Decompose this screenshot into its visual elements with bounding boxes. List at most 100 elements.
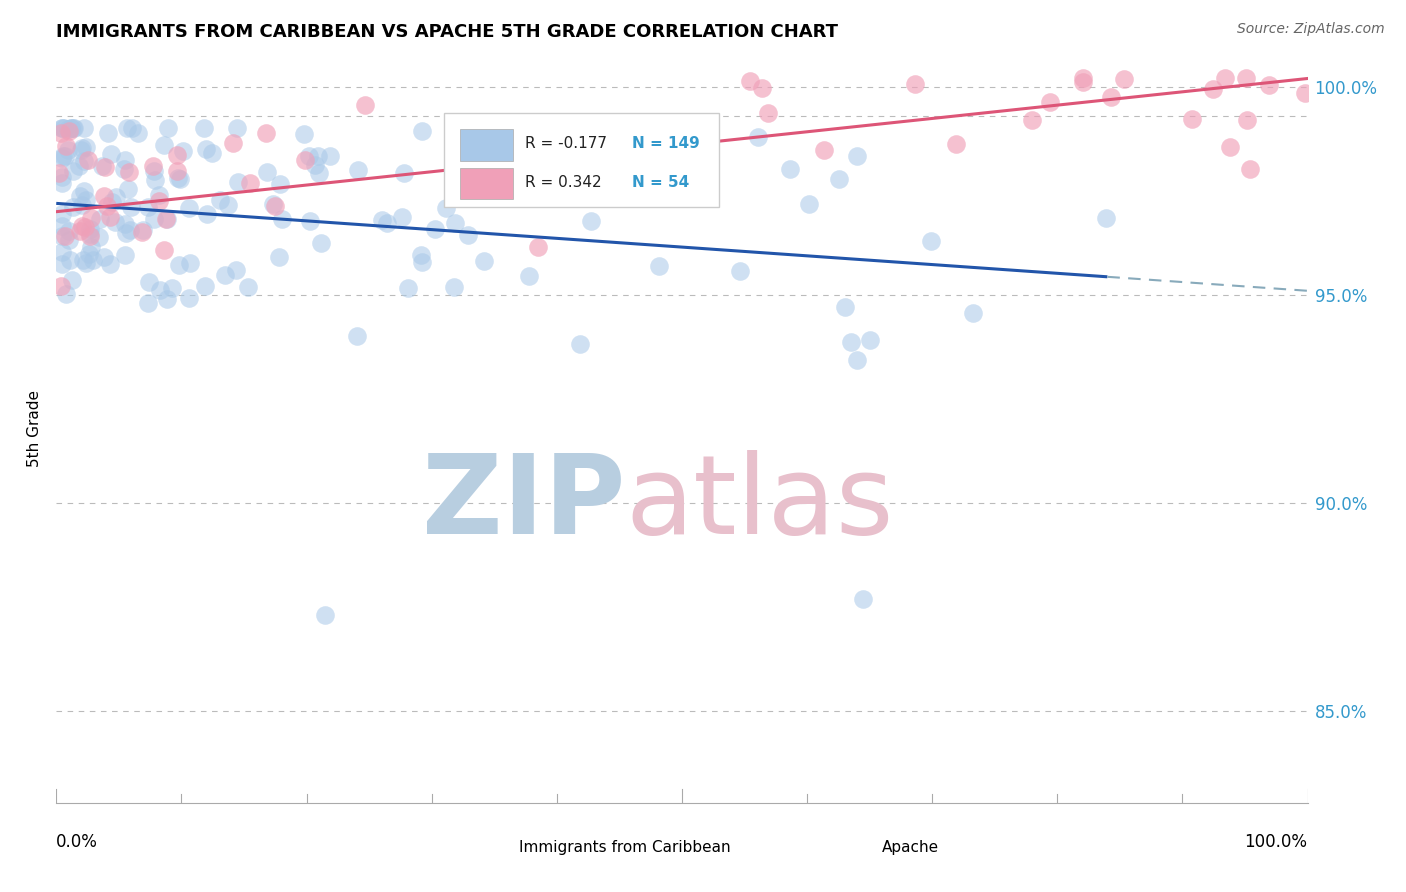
Point bbox=[226, 175, 249, 189]
Point bbox=[60, 121, 83, 136]
Point bbox=[562, 128, 585, 143]
Point bbox=[179, 256, 201, 270]
Text: 100.0%: 100.0% bbox=[1244, 833, 1308, 851]
Point bbox=[298, 149, 321, 163]
Point bbox=[142, 159, 165, 173]
Text: atlas: atlas bbox=[626, 450, 894, 557]
Text: N = 54: N = 54 bbox=[631, 175, 689, 190]
Point bbox=[117, 182, 139, 196]
Point bbox=[391, 210, 413, 224]
Point bbox=[114, 248, 136, 262]
Point bbox=[70, 143, 93, 157]
Point bbox=[100, 147, 122, 161]
Point bbox=[69, 224, 91, 238]
Point bbox=[527, 240, 550, 254]
Point bbox=[201, 145, 224, 160]
Point bbox=[79, 247, 101, 261]
Point bbox=[143, 164, 166, 178]
Point bbox=[311, 235, 333, 250]
Point bbox=[94, 160, 117, 174]
Point bbox=[294, 153, 316, 167]
Point bbox=[87, 230, 110, 244]
Point bbox=[82, 253, 104, 268]
Point bbox=[904, 77, 927, 91]
Point bbox=[269, 250, 291, 264]
Point bbox=[157, 121, 180, 136]
Point bbox=[264, 199, 287, 213]
Point bbox=[51, 126, 73, 140]
Point bbox=[1099, 89, 1122, 103]
Point bbox=[533, 165, 555, 179]
Point bbox=[77, 153, 100, 167]
Point bbox=[97, 126, 120, 140]
Point bbox=[1071, 75, 1094, 89]
Point bbox=[115, 226, 138, 240]
Y-axis label: 5th Grade: 5th Grade bbox=[27, 390, 42, 467]
Point bbox=[920, 234, 942, 248]
Point bbox=[370, 213, 392, 227]
Point bbox=[62, 200, 84, 214]
Point bbox=[63, 121, 86, 136]
Point bbox=[148, 194, 170, 209]
Point bbox=[747, 130, 769, 145]
Point bbox=[62, 164, 84, 178]
Point bbox=[396, 281, 419, 295]
Point bbox=[834, 300, 856, 314]
Text: R = 0.342: R = 0.342 bbox=[526, 175, 602, 190]
Point bbox=[449, 141, 471, 155]
FancyBboxPatch shape bbox=[460, 168, 513, 200]
Point bbox=[156, 292, 179, 306]
Point bbox=[51, 121, 73, 136]
Point bbox=[58, 124, 80, 138]
Point bbox=[75, 193, 97, 207]
Point bbox=[1213, 71, 1236, 86]
Point bbox=[70, 219, 93, 233]
Point bbox=[797, 197, 820, 211]
Point bbox=[118, 165, 141, 179]
Point bbox=[409, 248, 432, 262]
Point bbox=[222, 136, 245, 150]
Point bbox=[209, 194, 232, 208]
Point bbox=[56, 143, 79, 157]
Point bbox=[101, 195, 124, 210]
Point bbox=[1236, 113, 1258, 128]
Point bbox=[75, 139, 97, 153]
Point bbox=[58, 224, 80, 238]
Point bbox=[846, 149, 869, 163]
Point bbox=[166, 164, 188, 178]
Point bbox=[67, 160, 90, 174]
Point bbox=[93, 188, 115, 202]
Point bbox=[375, 216, 398, 230]
Point bbox=[98, 211, 121, 225]
Point bbox=[114, 218, 136, 232]
Point bbox=[579, 214, 602, 228]
Point bbox=[298, 213, 321, 227]
Point bbox=[59, 252, 82, 267]
Point bbox=[169, 172, 191, 186]
Text: Source: ZipAtlas.com: Source: ZipAtlas.com bbox=[1237, 22, 1385, 37]
Point bbox=[517, 268, 540, 283]
Point bbox=[239, 176, 262, 190]
Point bbox=[648, 260, 671, 274]
Point bbox=[51, 176, 73, 190]
Point bbox=[353, 98, 375, 112]
Point bbox=[756, 105, 779, 120]
Point bbox=[112, 162, 135, 177]
Point bbox=[114, 153, 136, 168]
Point bbox=[568, 337, 591, 351]
Point bbox=[1071, 71, 1094, 86]
Point bbox=[1294, 86, 1316, 100]
Point bbox=[269, 178, 291, 192]
Point bbox=[79, 227, 101, 241]
Point bbox=[52, 149, 75, 163]
Point bbox=[813, 143, 835, 157]
Point bbox=[1112, 72, 1135, 87]
Point bbox=[607, 121, 630, 136]
Point bbox=[72, 121, 94, 136]
FancyBboxPatch shape bbox=[444, 113, 720, 207]
Point bbox=[156, 211, 179, 226]
Point bbox=[254, 126, 277, 140]
Point bbox=[72, 253, 94, 268]
Point bbox=[93, 250, 115, 264]
Text: ZIP: ZIP bbox=[422, 450, 626, 557]
